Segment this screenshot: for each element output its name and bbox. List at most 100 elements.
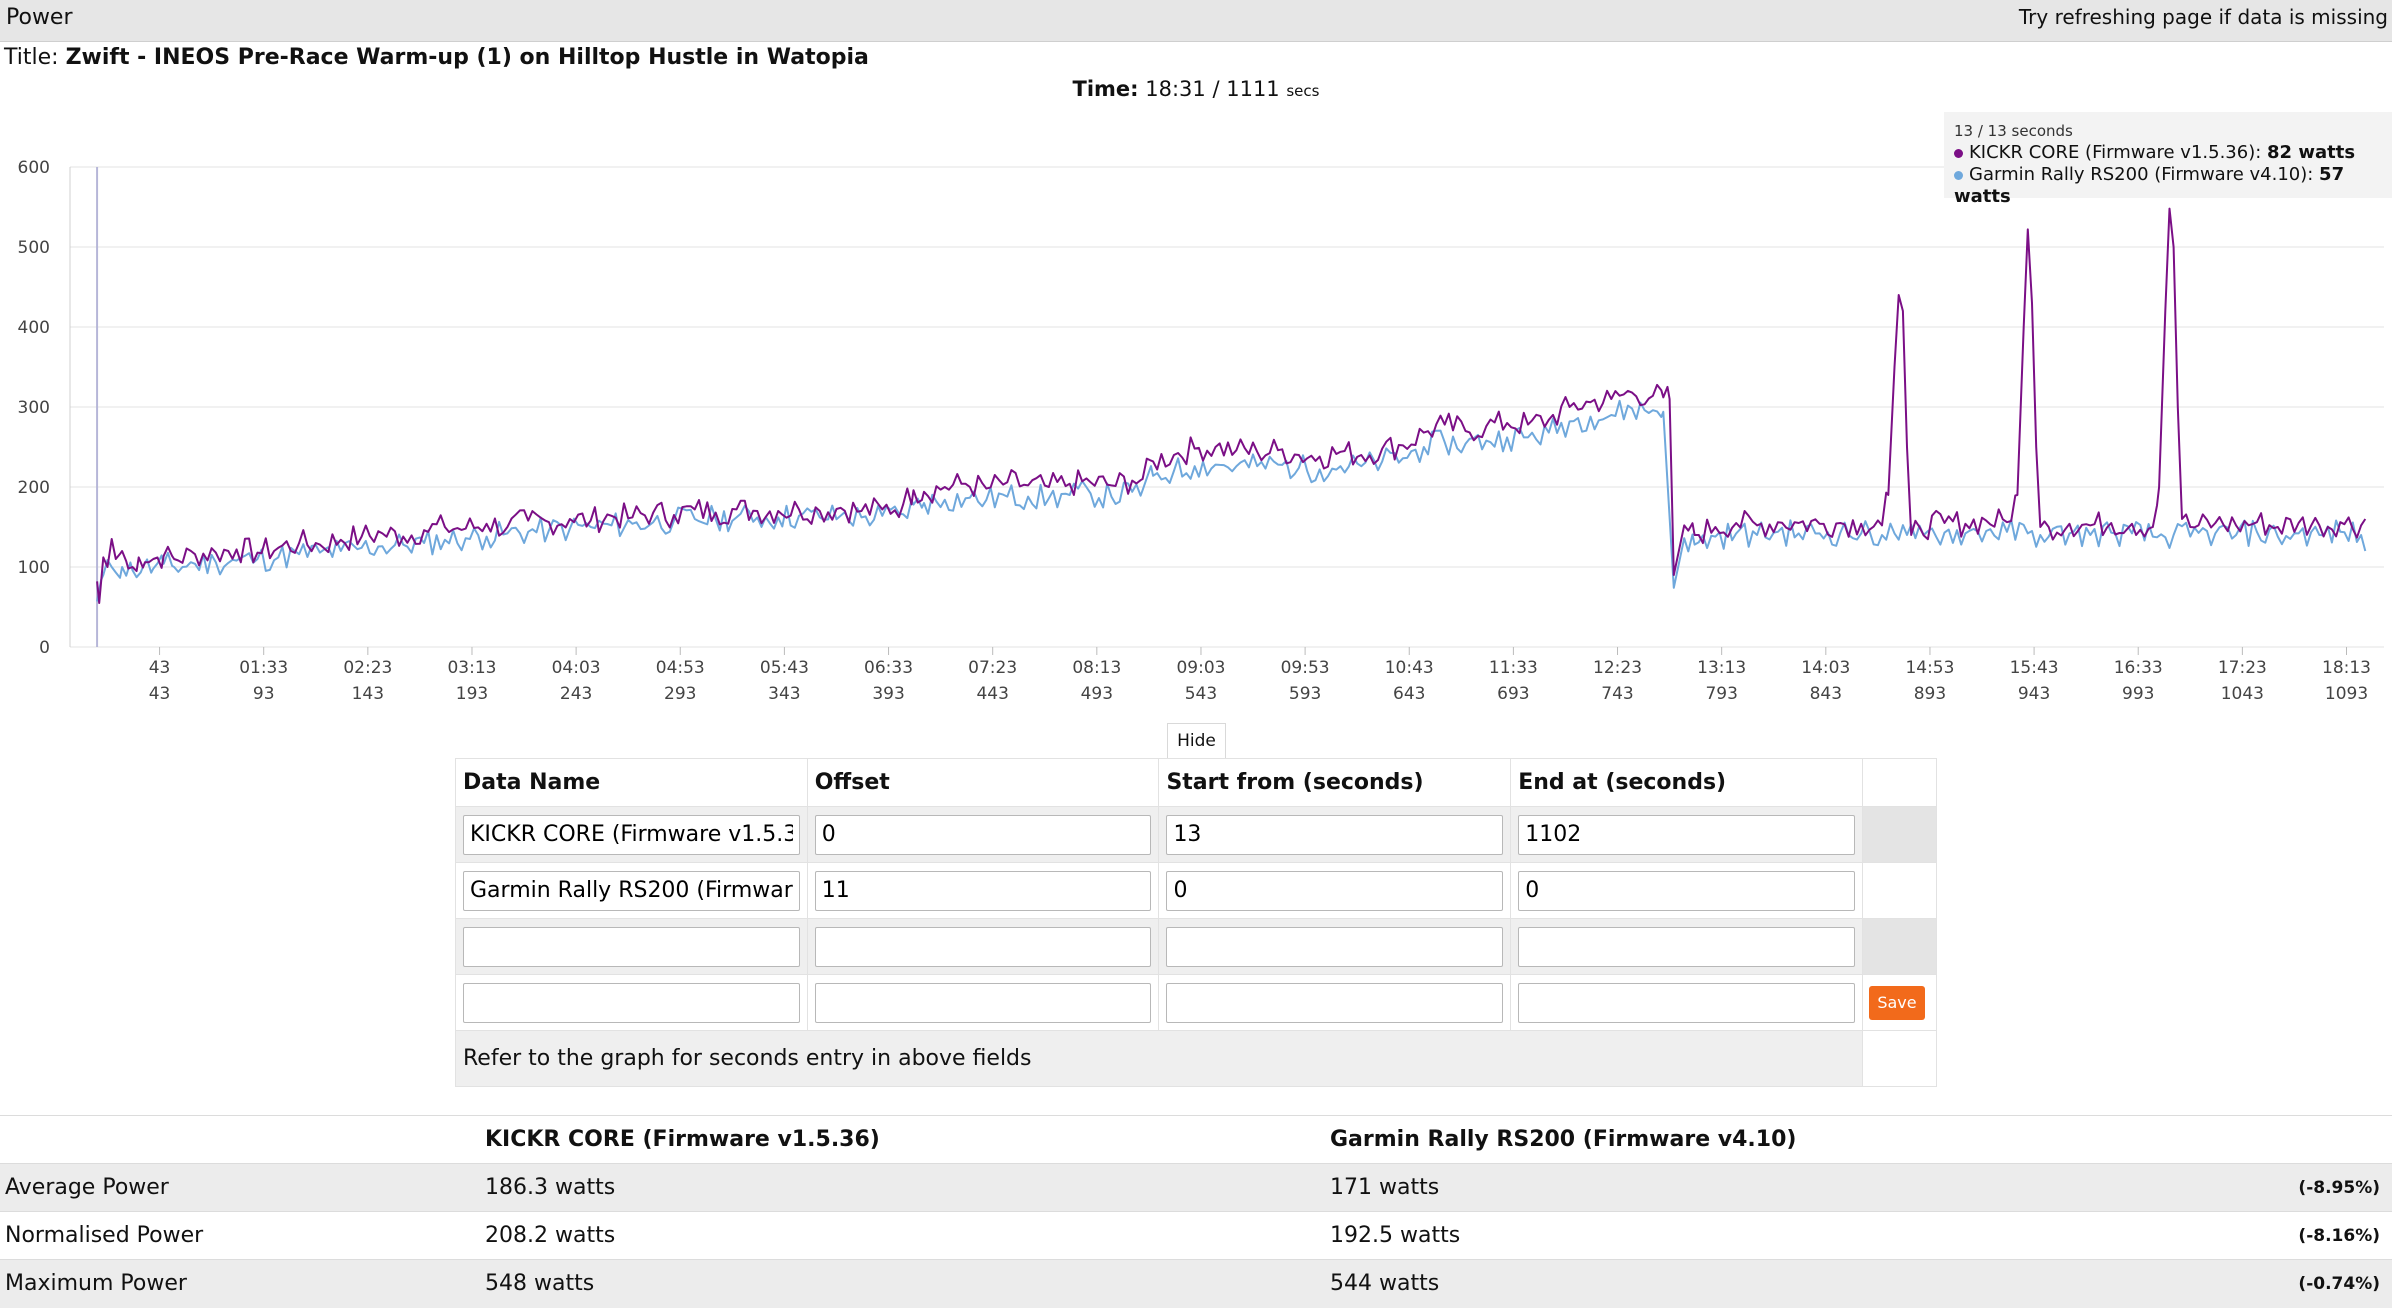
stats-col-garmin: Garmin Rally RS200 (Firmware v4.10) — [1325, 1115, 2195, 1164]
stats-row: Average Power 186.3 watts 171 watts (-8.… — [0, 1163, 2392, 1212]
time-value: 18:31 / — [1145, 77, 1220, 101]
config-header: End at (seconds) — [1510, 758, 1863, 807]
x-tick-label-secs: 793 — [1705, 684, 1737, 704]
start-field[interactable] — [1166, 814, 1504, 855]
config-header: Data Name — [455, 758, 808, 807]
offset-field[interactable] — [814, 982, 1152, 1023]
end-field[interactable] — [1518, 870, 1855, 911]
tooltip-series-value: 57 watts — [1954, 164, 2345, 207]
x-tick-label-secs: 943 — [2018, 684, 2050, 704]
y-tick-label: 0 — [39, 638, 50, 658]
data-name-field[interactable] — [463, 926, 800, 967]
stats-label: Average Power — [0, 1163, 480, 1212]
x-tick-label-time: 08:13 — [1072, 658, 1121, 678]
config-row — [455, 806, 1938, 863]
config-note-row: Refer to the graph for seconds entry in … — [455, 1030, 1938, 1087]
config-header: Offset — [806, 758, 1160, 807]
x-tick-label-secs: 43 — [149, 684, 171, 704]
x-tick-label-time: 07:23 — [968, 658, 1017, 678]
refresh-notice: Try refreshing page if data is missing — [2018, 5, 2388, 29]
stats-value-kickr: 208.2 watts — [480, 1211, 1325, 1260]
x-tick-label-time: 04:53 — [656, 658, 705, 678]
stats-value-kickr: 186.3 watts — [480, 1163, 1325, 1212]
x-tick-label-secs: 443 — [976, 684, 1008, 704]
chart-tooltip: 13 / 13 seconds KICKR CORE (Firmware v1.… — [1944, 112, 2392, 207]
config-header-row: Data Name Offset Start from (seconds) En… — [455, 758, 1938, 807]
x-tick-label-secs: 1093 — [2325, 684, 2368, 704]
x-tick-label-secs: 143 — [352, 684, 384, 704]
stats-diff: (-0.74%) — [2195, 1259, 2392, 1308]
stats-row: Normalised Power 208.2 watts 192.5 watts… — [0, 1211, 2392, 1260]
stats-value-kickr: 548 watts — [480, 1259, 1325, 1308]
x-tick-label-time: 06:33 — [864, 658, 913, 678]
power-chart[interactable]: 0 100 200 300 400 500 600 43 43 01:33 93 02:23 143 03… — [0, 110, 2392, 710]
ride-title-value: Zwift - INEOS Pre-Race Warm-up (1) on Hi… — [65, 45, 869, 70]
ride-title: Title: Zwift - INEOS Pre-Race Warm-up (1… — [4, 45, 869, 70]
x-tick-label-time: 03:13 — [447, 658, 496, 678]
x-tick-label-secs: 293 — [664, 684, 696, 704]
data-name-field[interactable] — [463, 814, 800, 855]
data-name-field[interactable] — [463, 870, 800, 911]
x-tick-label-time: 17:23 — [2218, 658, 2267, 678]
x-tick-label-time: 14:03 — [1801, 658, 1850, 678]
stats-table: KICKR CORE (Firmware v1.5.36) Garmin Ral… — [0, 1115, 2392, 1308]
time-summary: Time: 18:31 / 1111 secs — [0, 77, 2392, 101]
stats-header-row: KICKR CORE (Firmware v1.5.36) Garmin Ral… — [0, 1115, 2392, 1164]
end-field[interactable] — [1518, 926, 1855, 967]
start-field[interactable] — [1166, 870, 1504, 911]
x-tick-label-time: 10:43 — [1385, 658, 1434, 678]
save-button[interactable]: Save — [1868, 985, 1925, 1020]
stats-row: Maximum Power 548 watts 544 watts (-0.74… — [0, 1259, 2392, 1308]
x-tick-label-time: 09:03 — [1176, 658, 1225, 678]
x-tick-label-secs: 243 — [560, 684, 592, 704]
series-dot-icon — [1954, 170, 1963, 180]
x-tick-label-time: 16:33 — [2114, 658, 2163, 678]
x-tick-label-time: 43 — [149, 658, 171, 678]
section-header: Power Try refreshing page if data is mis… — [0, 0, 2392, 42]
y-tick-label: 100 — [18, 558, 50, 578]
end-field[interactable] — [1518, 982, 1855, 1023]
tooltip-series-name: KICKR CORE (Firmware v1.5.36): — [1969, 142, 2262, 163]
stats-label: Maximum Power — [0, 1259, 480, 1308]
x-tick-label-secs: 393 — [872, 684, 904, 704]
data-config-table: Data Name Offset Start from (seconds) En… — [455, 758, 1938, 1087]
stats-col-kickr: KICKR CORE (Firmware v1.5.36) — [480, 1115, 1325, 1164]
stats-value-garmin: 544 watts — [1325, 1259, 2195, 1308]
x-tick-label-time: 05:43 — [760, 658, 809, 678]
x-tick-label-secs: 643 — [1393, 684, 1425, 704]
x-tick-label-time: 15:43 — [2010, 658, 2059, 678]
start-field[interactable] — [1166, 926, 1504, 967]
data-name-field[interactable] — [463, 982, 800, 1023]
x-tick-label-secs: 543 — [1185, 684, 1217, 704]
offset-field[interactable] — [814, 814, 1152, 855]
series-line — [96, 207, 2367, 604]
x-tick-label-time: 04:03 — [552, 658, 601, 678]
offset-field[interactable] — [814, 870, 1152, 911]
start-field[interactable] — [1166, 982, 1504, 1023]
x-tick-label-secs: 693 — [1497, 684, 1529, 704]
series-dot-icon — [1954, 148, 1963, 158]
x-tick-label-secs: 893 — [1914, 684, 1946, 704]
hide-button[interactable]: Hide — [1167, 723, 1226, 759]
stats-diff: (-8.16%) — [2195, 1211, 2392, 1260]
x-tick-label-secs: 743 — [1601, 684, 1633, 704]
x-tick-label-time: 11:33 — [1489, 658, 1538, 678]
offset-field[interactable] — [814, 926, 1152, 967]
tooltip-header: 13 / 13 seconds — [1954, 122, 2073, 140]
x-tick-label-time: 09:53 — [1281, 658, 1330, 678]
x-tick-label-time: 12:23 — [1593, 658, 1642, 678]
tooltip-item: Garmin Rally RS200 (Firmware v4.10): 57 … — [1954, 164, 2382, 208]
end-field[interactable] — [1518, 814, 1855, 855]
x-tick-label-time: 13:13 — [1697, 658, 1746, 678]
config-row — [455, 862, 1938, 919]
x-tick-label-secs: 1043 — [2221, 684, 2264, 704]
tooltip-series-value: 82 watts — [2267, 142, 2356, 163]
series-line — [96, 399, 2367, 602]
x-tick-label-secs: 993 — [2122, 684, 2154, 704]
config-header: Start from (seconds) — [1158, 758, 1512, 807]
y-tick-label: 200 — [18, 478, 50, 498]
tooltip-series-name: Garmin Rally RS200 (Firmware v4.10): — [1969, 164, 2314, 185]
stats-value-garmin: 171 watts — [1325, 1163, 2195, 1212]
config-row: Save — [455, 974, 1938, 1031]
x-tick-label-time: 01:33 — [239, 658, 288, 678]
